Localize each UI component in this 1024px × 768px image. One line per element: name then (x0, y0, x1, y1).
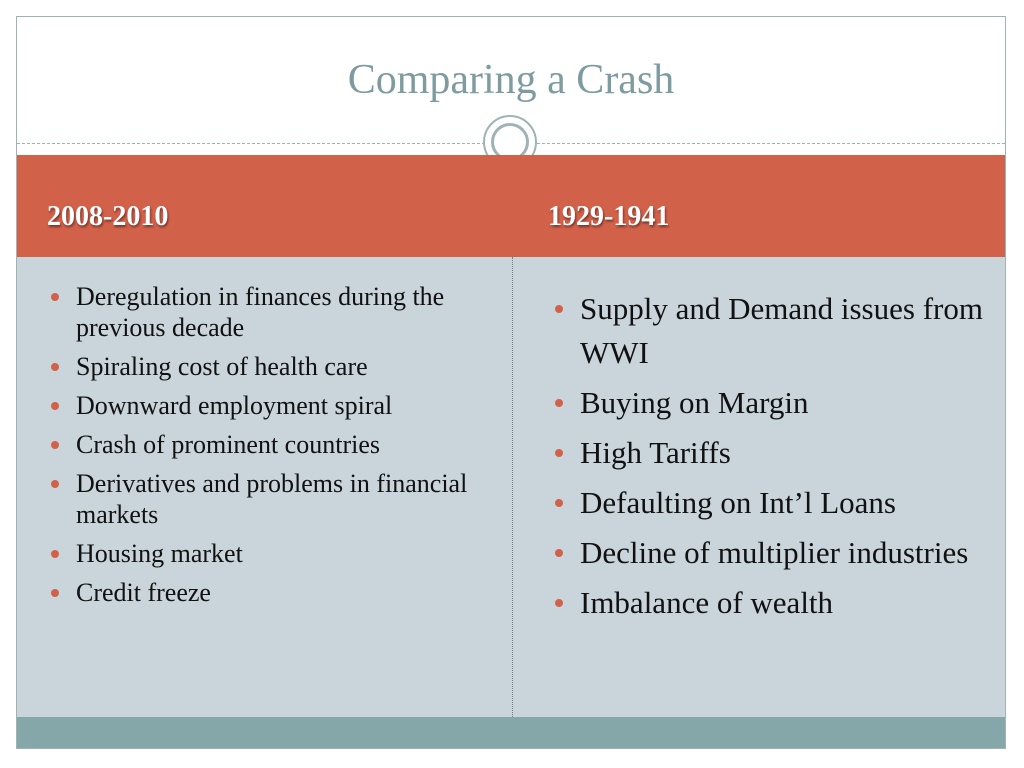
column-heading-1929-1941: 1929-1941 (548, 201, 670, 232)
list-item-text: Deregulation in finances during the prev… (76, 282, 445, 342)
bullet-icon (51, 402, 59, 410)
bullet-icon (51, 293, 59, 301)
list-item: Downward employment spiral (49, 390, 489, 421)
list-item: Deregulation in finances during the prev… (49, 281, 489, 343)
bullet-icon (51, 589, 59, 597)
column-separator (512, 257, 513, 717)
list-item-text: Derivatives and problems in financial ma… (76, 469, 468, 529)
causes-list-1929-1941: Supply and Demand issues from WWI Buying… (551, 287, 991, 631)
bullet-icon (555, 305, 563, 313)
list-item-text: Spiraling cost of health care (76, 352, 368, 381)
list-item-text: Buying on Margin (580, 385, 809, 420)
slide: Comparing a Crash 2008-2010 1929-1941 De… (16, 16, 1006, 749)
list-item-text: High Tariffs (580, 435, 731, 470)
bullet-icon (555, 399, 563, 407)
bullet-icon (51, 480, 59, 488)
column-heading-2008-2010: 2008-2010 (47, 201, 169, 232)
bullet-icon (51, 363, 59, 371)
list-item: Spiraling cost of health care (49, 351, 489, 382)
causes-list-2008-2010: Deregulation in finances during the prev… (49, 281, 489, 616)
list-item: Derivatives and problems in financial ma… (49, 468, 489, 530)
bullet-icon (555, 449, 563, 457)
list-item: Housing market (49, 538, 489, 569)
bullet-icon (555, 499, 563, 507)
list-item: Crash of prominent countries (49, 429, 489, 460)
list-item: Decline of multiplier industries (551, 531, 991, 575)
slide-title: Comparing a Crash (347, 57, 675, 103)
list-item-text: Supply and Demand issues from WWI (580, 291, 983, 370)
list-item-text: Imbalance of wealth (580, 585, 834, 620)
list-item-text: Housing market (76, 539, 243, 568)
list-item: High Tariffs (551, 431, 991, 475)
list-item: Supply and Demand issues from WWI (551, 287, 991, 375)
table-header-row: 2008-2010 1929-1941 (17, 155, 1005, 257)
list-item: Defaulting on Int’l Loans (551, 481, 991, 525)
footer-bar (17, 717, 1005, 748)
list-item-text: Decline of multiplier industries (580, 535, 969, 570)
list-item-text: Credit freeze (76, 578, 211, 607)
bullet-icon (555, 549, 563, 557)
list-item: Imbalance of wealth (551, 581, 991, 625)
bullet-icon (555, 599, 563, 607)
bullet-icon (51, 441, 59, 449)
table-body: Deregulation in finances during the prev… (17, 257, 1005, 717)
bullet-icon (51, 550, 59, 558)
list-item: Buying on Margin (551, 381, 991, 425)
list-item: Credit freeze (49, 577, 489, 608)
list-item-text: Crash of prominent countries (76, 430, 380, 459)
list-item-text: Defaulting on Int’l Loans (580, 485, 896, 520)
list-item-text: Downward employment spiral (76, 391, 393, 420)
